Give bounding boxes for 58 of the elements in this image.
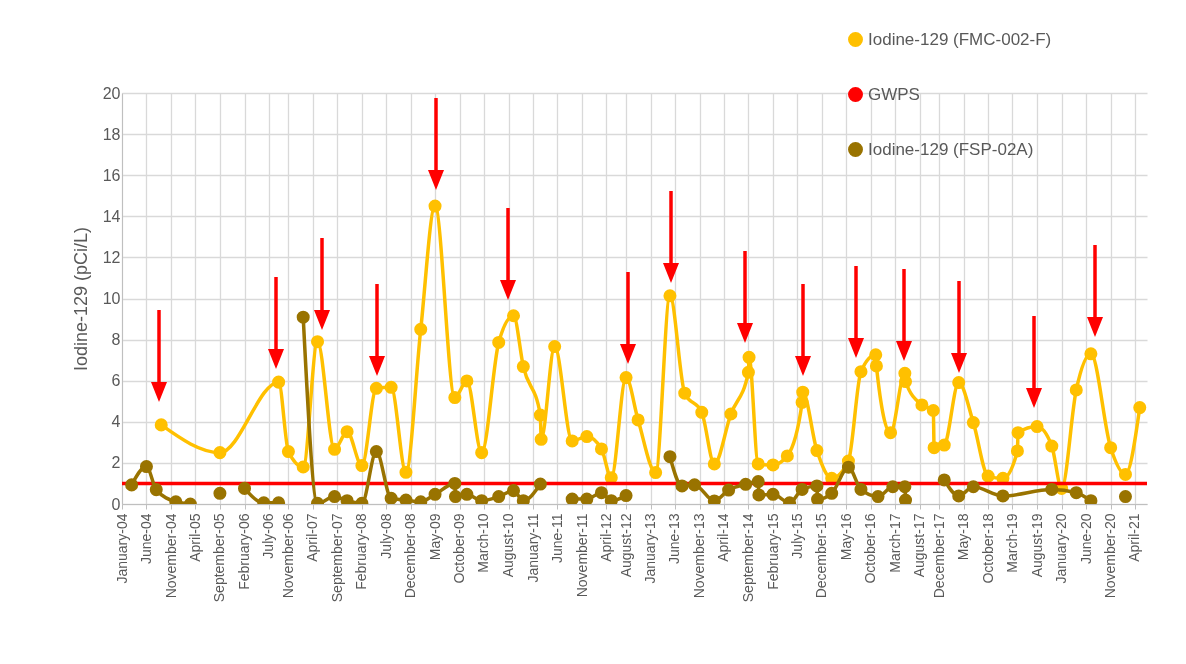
x-tick-label: March-10 (475, 513, 492, 573)
y-tick-label: 0 (111, 495, 121, 513)
x-tick-label: June-11 (548, 513, 565, 564)
x-tick-label: June-20 (1077, 513, 1094, 565)
x-tick-label: May-09 (426, 513, 443, 561)
x-tick-label: July-06 (260, 513, 277, 559)
x-tick-label: April-12 (597, 513, 614, 562)
y-tick-label: 6 (111, 372, 121, 390)
x-tick-label: March-17 (886, 513, 903, 573)
x-tick-label: February-06 (236, 513, 253, 590)
x-tick-label: December-17 (930, 513, 947, 599)
y-tick-label: 12 (102, 248, 121, 266)
x-tick-label: November-04 (162, 513, 179, 599)
x-tick-label: July-15 (788, 513, 805, 559)
x-tick-label: November-11 (573, 513, 590, 598)
y-axis-title: Iodine-129 (pCi/L) (70, 226, 91, 372)
x-tick-label: October-16 (862, 513, 879, 584)
legend-label: Iodine-129 (FMC-002-F) (868, 29, 1052, 49)
y-tick-label: 18 (102, 125, 121, 143)
x-tick-label: October-18 (979, 513, 996, 584)
x-tick-label: January-04 (113, 513, 130, 584)
y-tick-label: 4 (111, 413, 121, 431)
legend-label: Iodine-129 (FSP-02A) (868, 139, 1034, 159)
x-tick-label: January-20 (1053, 513, 1070, 584)
y-tick-label: 10 (102, 290, 121, 307)
y-tick-label: 20 (102, 84, 121, 102)
x-tick-label: October-09 (451, 513, 468, 584)
x-tick-label: August-17 (911, 513, 928, 578)
y-tick-label: 2 (111, 454, 121, 472)
x-tick-label: March-19 (1003, 513, 1020, 573)
x-tick-label: September-14 (739, 513, 756, 603)
x-tick-label: August-19 (1028, 513, 1045, 578)
x-tick-label: February-15 (764, 513, 781, 590)
x-tick-label: April-07 (304, 513, 321, 562)
x-tick-label: June-13 (666, 513, 683, 565)
x-tick-label: January-11 (524, 513, 541, 583)
y-tick-label: 16 (102, 166, 121, 184)
x-tick-label: July-08 (377, 513, 394, 559)
x-tick-label: September-05 (211, 513, 228, 603)
x-tick-label: May-18 (955, 513, 972, 561)
legend-label: GWPS (868, 84, 920, 104)
x-tick-label: August-10 (500, 513, 517, 578)
x-tick-label: April-05 (186, 513, 203, 562)
y-tick-label: 14 (102, 207, 121, 225)
x-tick-label: August-12 (617, 513, 634, 578)
x-tick-label: November-06 (279, 513, 296, 599)
x-tick-label: May-16 (837, 513, 854, 561)
x-tick-label: April-21 (1126, 513, 1143, 562)
x-tick-label: November-13 (691, 513, 708, 599)
x-tick-label: June-04 (137, 513, 154, 565)
x-tick-label: November-20 (1102, 513, 1119, 599)
x-tick-label: January-13 (642, 513, 659, 584)
x-tick-label: April-14 (715, 513, 732, 562)
y-tick-label: 8 (111, 331, 121, 349)
x-tick-label: December-15 (813, 513, 830, 599)
x-tick-label: December-08 (402, 513, 419, 599)
x-tick-label: September-07 (328, 513, 345, 603)
x-tick-label: February-08 (353, 513, 370, 590)
